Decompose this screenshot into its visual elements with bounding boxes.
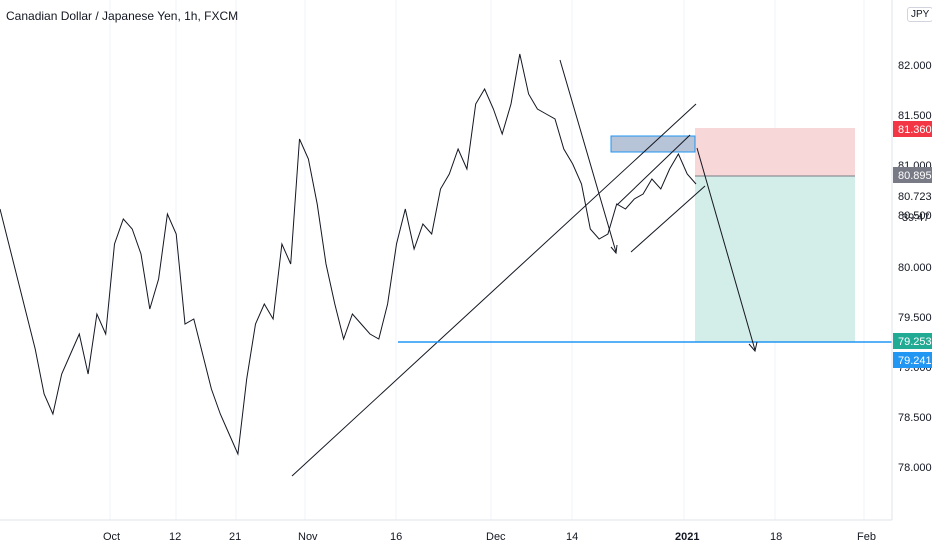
projection-arrow-head bbox=[748, 341, 758, 353]
support-level-label: 79.253 bbox=[898, 336, 932, 348]
projection-arrow-line[interactable] bbox=[696, 147, 756, 351]
price-tick: 82.000 bbox=[898, 60, 932, 72]
price-axis[interactable]: 82.000 81.500 81.000 80.500 80.000 79.50… bbox=[898, 60, 932, 474]
price-tick: 78.000 bbox=[898, 462, 932, 474]
price-tick: 80.500 bbox=[898, 210, 932, 222]
time-tick: Dec bbox=[486, 531, 506, 543]
stop-loss-label: 81.360 bbox=[898, 124, 932, 136]
drop-arrow-line[interactable] bbox=[559, 59, 617, 253]
time-tick: Oct bbox=[103, 531, 120, 543]
chart-title: Canadian Dollar / Japanese Yen, 1h, FXCM bbox=[6, 9, 239, 23]
time-tick: 12 bbox=[169, 531, 181, 543]
take-profit-zone[interactable] bbox=[695, 176, 855, 342]
stop-loss-zone[interactable] bbox=[695, 128, 855, 176]
price-tick: 80.000 bbox=[898, 262, 932, 274]
time-tick: 18 bbox=[770, 531, 782, 543]
channel-upper-line[interactable] bbox=[616, 134, 691, 206]
support-label-bg bbox=[893, 333, 932, 349]
entry-price-label: 80.723 bbox=[898, 191, 932, 203]
target-label-bg bbox=[893, 352, 932, 368]
stop-loss-label-bg bbox=[893, 121, 932, 137]
time-tick: Nov bbox=[298, 531, 318, 543]
last-price-label-bg bbox=[893, 167, 932, 183]
price-tick: 81.500 bbox=[898, 110, 932, 122]
time-tick: 21 bbox=[229, 531, 241, 543]
price-tick: 78.500 bbox=[898, 412, 932, 424]
price-series-line bbox=[0, 53, 697, 456]
time-tick: Feb bbox=[857, 531, 876, 543]
drop-arrow-head bbox=[610, 244, 618, 255]
time-tick: 2021 bbox=[675, 531, 699, 543]
channel-lower-line[interactable] bbox=[630, 185, 706, 253]
time-tick: 16 bbox=[390, 531, 402, 543]
last-price-label: 80.895 bbox=[898, 170, 932, 182]
time-tick: 14 bbox=[566, 531, 578, 543]
price-tick: 79.500 bbox=[898, 312, 932, 324]
target-price-label: 79.241 bbox=[898, 355, 932, 367]
bar-countdown-label: 39:47 bbox=[902, 212, 930, 224]
time-axis[interactable]: Oct 12 21 Nov 16 Dec 14 2021 18 Feb bbox=[103, 531, 876, 543]
currency-badge[interactable]: JPY bbox=[907, 7, 932, 22]
uptrend-line[interactable] bbox=[291, 103, 697, 477]
